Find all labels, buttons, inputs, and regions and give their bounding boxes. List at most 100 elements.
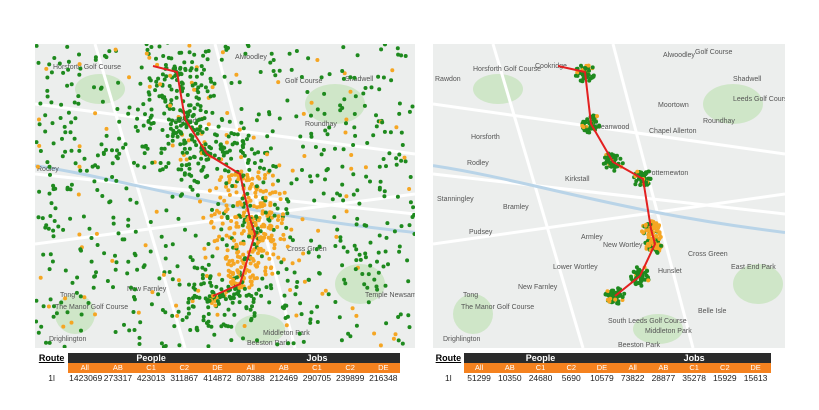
catchment-dot xyxy=(157,94,162,99)
catchment-dot xyxy=(185,93,190,97)
catchment-dot xyxy=(246,133,251,138)
catchment-dot xyxy=(63,268,68,273)
stats-table: Route People Jobs All AB C1 C2 DE All AB C1 C2 DE 1l 1… xyxy=(35,353,400,383)
catchment-dot xyxy=(301,251,306,256)
catchment-dot xyxy=(381,264,386,269)
catchment-dot xyxy=(77,62,82,67)
table-cell: 5690 xyxy=(561,373,581,383)
catchment-dot xyxy=(255,338,259,343)
catchment-dot xyxy=(308,320,313,325)
catchment-dot xyxy=(315,173,320,178)
catchment-dot xyxy=(406,279,411,284)
catchment-dot xyxy=(176,116,181,121)
catchment-dot xyxy=(78,294,83,299)
catchment-dot xyxy=(220,50,225,55)
catchment-dot xyxy=(271,252,276,257)
catchment-dot xyxy=(301,144,305,149)
catchment-dot xyxy=(105,279,110,283)
catchment-dot xyxy=(72,100,77,105)
catchment-dot xyxy=(126,217,131,222)
catchment-dot xyxy=(206,262,211,267)
catchment-dot xyxy=(309,100,314,105)
table-cell: 216348 xyxy=(369,373,398,383)
subheader-cell: DE xyxy=(200,363,235,373)
catchment-dot xyxy=(407,325,412,330)
catchment-dot xyxy=(315,320,320,324)
catchment-dot xyxy=(51,234,56,239)
catchment-dot xyxy=(68,216,73,221)
catchment-dot xyxy=(190,60,195,65)
catchment-dot xyxy=(93,312,97,317)
catchment-dot xyxy=(206,319,211,324)
catchment-dot xyxy=(77,144,82,149)
catchment-dot xyxy=(248,198,253,203)
catchment-dot xyxy=(264,285,269,290)
catchment-dot xyxy=(148,249,153,254)
catchment-dot xyxy=(338,235,343,240)
catchment-dot xyxy=(176,129,181,134)
catchment-dot xyxy=(259,254,264,259)
catchment-dot xyxy=(268,146,273,151)
catchment-dot xyxy=(51,314,56,319)
catchment-dot xyxy=(192,282,197,287)
catchment-dot xyxy=(158,161,163,165)
catchment-dot xyxy=(169,87,174,92)
catchment-dot xyxy=(200,276,205,281)
catchment-dot xyxy=(613,157,618,162)
catchment-dot xyxy=(41,252,46,257)
catchment-dot xyxy=(160,167,165,172)
catchment-dot xyxy=(76,101,81,106)
stats-table: Route People Jobs All AB C1 C2 DE All AB C1 C2 DE 1l 5… xyxy=(433,353,771,383)
catchment-dot xyxy=(243,256,248,261)
catchment-dot xyxy=(317,244,322,249)
catchment-dot xyxy=(382,129,387,134)
catchment-dot xyxy=(224,181,229,186)
catchment-dot xyxy=(199,156,204,161)
catchment-dot xyxy=(38,101,43,106)
catchment-dot xyxy=(258,229,263,234)
catchment-dot xyxy=(247,269,252,274)
catchment-dot xyxy=(69,82,74,87)
catchment-dot xyxy=(219,227,224,232)
catchment-dot xyxy=(288,288,293,292)
catchment-dot xyxy=(256,218,261,223)
catchment-dot xyxy=(237,80,242,85)
catchment-dot xyxy=(111,285,115,290)
catchment-dot xyxy=(613,297,618,302)
river xyxy=(35,164,415,234)
catchment-dot xyxy=(267,218,272,223)
catchment-dot xyxy=(237,127,242,132)
catchment-dot xyxy=(201,314,206,319)
catchment-dot xyxy=(104,55,109,60)
catchment-dot xyxy=(268,203,273,208)
catchment-dot xyxy=(147,76,152,81)
catchment-dot xyxy=(184,315,189,320)
catchment-dot xyxy=(48,297,53,302)
catchment-dot xyxy=(144,44,149,47)
catchment-dot xyxy=(62,124,67,129)
catchment-dot xyxy=(38,149,43,153)
catchment-dot xyxy=(127,75,131,80)
catchment-dot xyxy=(285,98,290,103)
catchment-dot xyxy=(72,136,77,141)
catchment-dot xyxy=(171,107,176,112)
catchment-dot xyxy=(157,276,162,281)
place-label: Beeston Park xyxy=(618,342,661,348)
catchment-dot xyxy=(162,77,167,82)
catchment-dot xyxy=(226,268,231,273)
catchment-dot xyxy=(362,103,367,108)
catchment-dot xyxy=(217,178,222,182)
catchment-dot xyxy=(253,190,258,195)
table-cell: 35278 xyxy=(682,373,706,383)
catchment-dot xyxy=(580,79,585,84)
catchment-dot xyxy=(209,79,214,84)
catchment-dot xyxy=(159,341,164,346)
catchment-dot xyxy=(51,141,56,146)
catchment-dot xyxy=(374,124,379,129)
catchment-dot xyxy=(225,207,230,212)
catchment-dot xyxy=(374,113,378,118)
catchment-dot xyxy=(583,120,588,125)
catchment-dot xyxy=(141,265,146,269)
place-label: Roundhay xyxy=(703,118,735,125)
